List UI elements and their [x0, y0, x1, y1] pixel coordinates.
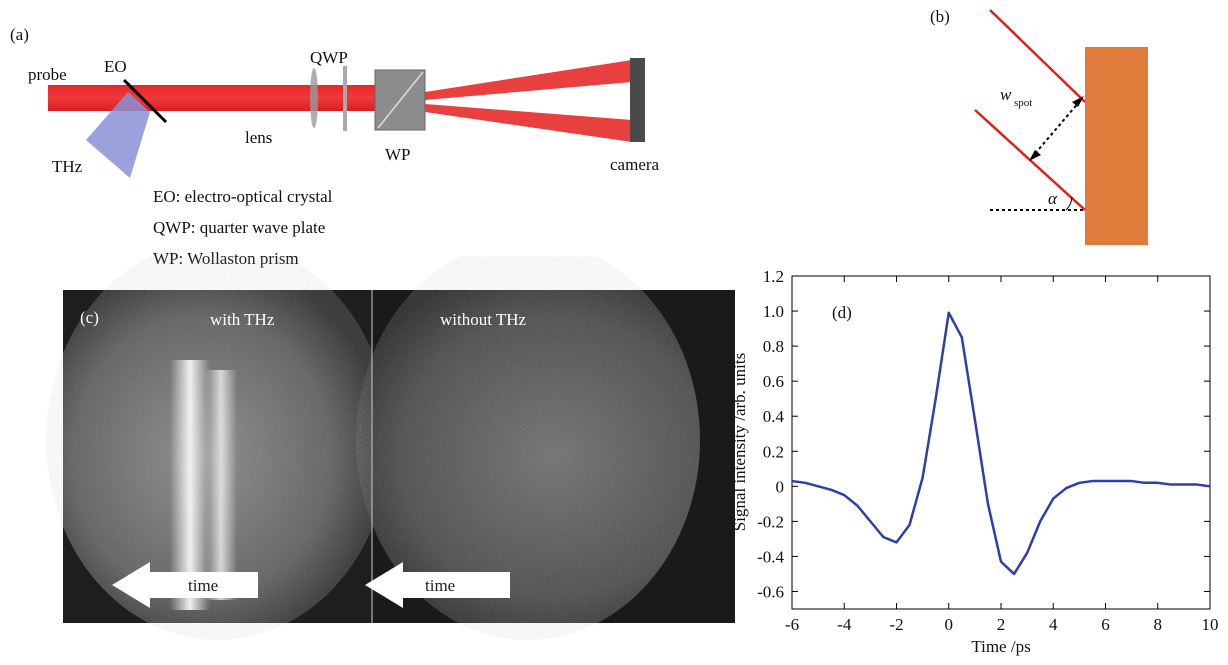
- qwp-label: QWP: [310, 48, 348, 67]
- legend-line: EO: electro-optical crystal: [153, 187, 333, 206]
- time-arrow: [365, 562, 510, 608]
- arrow-text: time: [425, 576, 455, 595]
- panel-c: (c) with THz without THz time time: [63, 290, 735, 623]
- time-arrow: [112, 562, 258, 608]
- panel-a: (a) probe EO QWP lens WP THz camera EO: …: [10, 25, 660, 268]
- camera-label: camera: [610, 155, 660, 174]
- lens-label: lens: [245, 128, 272, 147]
- caption: without THz: [440, 310, 527, 329]
- x-tick-label: -2: [889, 615, 903, 634]
- wp-label: WP: [385, 145, 411, 164]
- y-tick-label: 0.8: [763, 337, 784, 356]
- thz-label: THz: [52, 157, 83, 176]
- x-tick-label: 6: [1101, 615, 1110, 634]
- alpha-label: α: [1048, 189, 1058, 208]
- y-axis-label: Signal intensity /arb. units: [730, 353, 749, 532]
- camera: [630, 58, 645, 142]
- probe-label: probe: [28, 65, 67, 84]
- panel-b: (b) w spot α: [930, 7, 1148, 245]
- beam-lower: [403, 104, 632, 142]
- panel-label: (a): [10, 25, 29, 44]
- w-label: w: [1000, 85, 1012, 104]
- x-tick-label: -4: [837, 615, 852, 634]
- beam-edge: [989, 9, 1086, 103]
- y-tick-label: 0: [776, 477, 785, 496]
- panel-d: (d) Time /ps Signal intensity /arb. unit…: [730, 267, 1219, 656]
- angle-arc: [1065, 196, 1073, 211]
- x-tick-label: 0: [945, 615, 954, 634]
- x-tick-label: 4: [1049, 615, 1058, 634]
- x-tick-label: -6: [785, 615, 799, 634]
- caption: with THz: [210, 310, 275, 329]
- y-tick-label: 1.0: [763, 302, 784, 321]
- arrow-head: [1029, 150, 1041, 161]
- y-tick-label: 0.6: [763, 372, 784, 391]
- prism-diagonal: [377, 71, 424, 129]
- arrow-text: time: [188, 576, 218, 595]
- y-tick-label: 0.2: [763, 442, 784, 461]
- w-subscript: spot: [1014, 97, 1032, 109]
- panel-label: (b): [930, 7, 950, 26]
- spot-arrow: [1032, 100, 1081, 157]
- y-tick-label: 1.2: [763, 267, 784, 286]
- sample: [1085, 47, 1148, 245]
- panel-label: (d): [832, 303, 852, 322]
- x-tick-label: 10: [1202, 615, 1219, 634]
- y-tick-label: -0.4: [757, 547, 784, 566]
- y-tick-label: -0.6: [757, 582, 784, 601]
- thz-beam: [86, 92, 150, 178]
- signal-line: [791, 311, 1211, 576]
- beam-upper: [403, 60, 632, 100]
- lens: [310, 68, 318, 128]
- x-tick-label: 8: [1154, 615, 1163, 634]
- eo-label: EO: [104, 57, 127, 76]
- probe-beam: [48, 85, 403, 111]
- legend-line: WP: Wollaston prism: [153, 249, 299, 268]
- y-tick-label: 0.4: [763, 407, 785, 426]
- y-tick-label: -0.2: [757, 512, 784, 531]
- legend-line: QWP: quarter wave plate: [153, 218, 325, 237]
- x-axis-label: Time /ps: [971, 637, 1030, 656]
- eo-crystal: [122, 78, 168, 124]
- arrow-head: [1072, 96, 1084, 107]
- x-tick-label: 2: [997, 615, 1006, 634]
- panel-label: (c): [80, 308, 99, 327]
